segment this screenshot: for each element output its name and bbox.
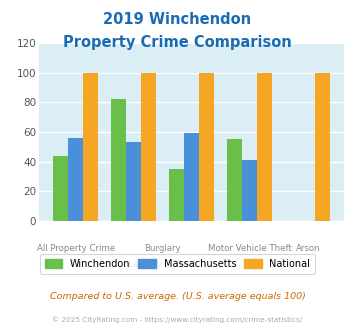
- Bar: [257, 73, 272, 221]
- Text: All Property Crime: All Property Crime: [37, 244, 115, 253]
- Text: Motor Vehicle Theft: Motor Vehicle Theft: [208, 244, 292, 253]
- Bar: [53, 156, 68, 221]
- Bar: [83, 73, 98, 221]
- Bar: [315, 73, 331, 221]
- Bar: [184, 133, 199, 221]
- Bar: [227, 139, 242, 221]
- Text: Burglary: Burglary: [144, 244, 181, 253]
- Legend: Winchendon, Massachusetts, National: Winchendon, Massachusetts, National: [40, 254, 315, 274]
- Bar: [68, 138, 83, 221]
- Bar: [126, 143, 141, 221]
- Bar: [141, 73, 156, 221]
- Bar: [242, 160, 257, 221]
- Text: Arson: Arson: [295, 244, 320, 253]
- Text: Compared to U.S. average. (U.S. average equals 100): Compared to U.S. average. (U.S. average …: [50, 292, 305, 301]
- Text: 2019 Winchendon: 2019 Winchendon: [103, 12, 252, 26]
- Bar: [199, 73, 214, 221]
- Bar: [111, 99, 126, 221]
- Text: Larceny & Theft: Larceny & Theft: [129, 260, 197, 269]
- Text: Property Crime Comparison: Property Crime Comparison: [63, 35, 292, 50]
- Text: © 2025 CityRating.com - https://www.cityrating.com/crime-statistics/: © 2025 CityRating.com - https://www.city…: [53, 316, 302, 323]
- Bar: [169, 169, 184, 221]
